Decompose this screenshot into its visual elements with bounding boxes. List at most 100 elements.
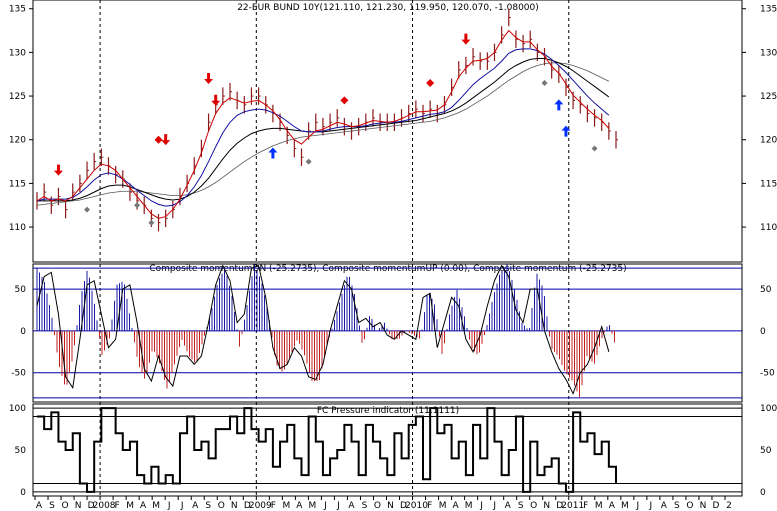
x-tick-label: O (530, 501, 537, 511)
momentum-panel: 50 50 0 0 -50 -50 (11, 264, 775, 399)
sell-arrow-icon (211, 94, 221, 106)
red-diamond-icon (154, 135, 163, 144)
pressure-line (37, 407, 617, 493)
x-tick-label: M (282, 501, 290, 511)
price-panel-title: 22-EUR BUND 10Y(121.110, 121.230, 119.95… (237, 3, 539, 13)
momentum-ytick-label-left: 50 (15, 285, 27, 295)
x-tick-label: A (296, 501, 303, 511)
x-tick-label: J (636, 501, 640, 511)
x-tick-label: M (126, 501, 134, 511)
pressure-panel: 100 100 50 50 0 0 (9, 404, 777, 498)
price-ytick-label-right: 130 (760, 48, 777, 58)
grey-diamond-icon (541, 79, 548, 86)
price-ytick-label-right: 115 (760, 179, 777, 189)
x-tick-label: A (453, 501, 460, 511)
price-panel: 110 110 115 115 120 120 125 125 130 130 135 135 (9, 5, 777, 233)
x-tick-label: M (595, 501, 603, 511)
pressure-ytick-label-right: 100 (760, 404, 777, 414)
x-tick-label: S (49, 501, 55, 511)
panel-frame-0 (32, 0, 743, 263)
pressure-ytick-label-right: 50 (760, 446, 772, 456)
pressure-ytick-label-left: 0 (20, 488, 26, 498)
panel-frame-2 (32, 403, 743, 497)
price-ytick-label-left: 125 (9, 92, 26, 102)
x-tick-label: M (465, 501, 473, 511)
x-tick-label: D (88, 501, 95, 511)
x-tick-label: N (75, 501, 82, 511)
sell-arrow-icon (204, 72, 214, 84)
pressure-ytick-label-left: 100 (9, 404, 26, 414)
price-ytick-label-right: 110 (760, 223, 777, 233)
x-tick-label: 2009 (249, 501, 272, 511)
x-tick-label: N (387, 501, 394, 511)
x-tick-label: J (167, 501, 171, 511)
x-tick-label: D (400, 501, 407, 511)
x-tick-label: F (427, 501, 432, 511)
x-tick-label: J (479, 501, 483, 511)
x-tick-label: S (518, 501, 524, 511)
ma-slow-line (37, 58, 610, 202)
x-tick-label: M (309, 501, 317, 511)
x-tick-label: D (556, 501, 563, 511)
x-tick-label: A (505, 501, 512, 511)
x-tick-label: J (649, 501, 653, 511)
momentum-ytick-label-left: -50 (11, 369, 26, 379)
grey-diamond-icon (84, 206, 91, 213)
price-ytick-label-left: 110 (9, 223, 26, 233)
x-tick-label: J (336, 501, 340, 511)
x-tick-label: M (152, 501, 160, 511)
x-tick-label: A (661, 501, 668, 511)
x-tick-label: F (271, 501, 276, 511)
grey-diamond-icon (305, 158, 312, 165)
x-tick-label: 2011 (561, 501, 584, 511)
red-diamond-icon (340, 96, 349, 105)
sell-arrow-icon (161, 134, 171, 146)
buy-arrow-icon (554, 99, 564, 111)
x-tick-label: J (180, 501, 184, 511)
x-tick-label: A (192, 501, 199, 511)
grey-diamond-icon (591, 145, 598, 152)
x-tick-label: J (492, 501, 496, 511)
momentum-line (36, 264, 610, 395)
x-tick-label: N (543, 501, 550, 511)
x-tick-label: 2008 (93, 501, 116, 511)
x-tick-label: S (205, 501, 211, 511)
grey-diamond-icon (134, 202, 141, 209)
x-tick-label: A (36, 501, 43, 511)
price-ytick-label-right: 125 (760, 92, 777, 102)
pressure-ytick-label-right: 0 (760, 488, 766, 498)
x-tick-label: F (583, 501, 588, 511)
red-diamond-icon (426, 78, 435, 87)
panel-frames (32, 0, 743, 497)
x-tick-label: D (244, 501, 251, 511)
x-tick-label: D (712, 501, 719, 511)
price-ytick-label-right: 120 (760, 136, 777, 146)
x-tick-label: F (115, 501, 120, 511)
x-tick-label: S (674, 501, 680, 511)
x-tick-label: O (374, 501, 381, 511)
x-tick-label: S (362, 501, 368, 511)
momentum-ytick-label-left: 0 (20, 327, 26, 337)
buy-arrow-icon (268, 147, 278, 159)
x-tick-label: M (439, 501, 447, 511)
x-tick-label: A (609, 501, 616, 511)
price-ytick-label-right: 135 (760, 5, 777, 15)
momentum-ytick-label-right: 50 (760, 285, 772, 295)
panel-frame-1 (32, 263, 743, 403)
x-tick-label: N (231, 501, 238, 511)
price-ytick-label-left: 115 (9, 179, 26, 189)
x-tick-label: O (61, 501, 68, 511)
x-tick-label: J (323, 501, 327, 511)
ma-fast-line (36, 29, 610, 219)
momentum-panel-title: Composite momentumDN (-25.2735), Composi… (149, 264, 626, 274)
momentum-ytick-label-right: 0 (760, 327, 766, 337)
buy-arrow-icon (561, 125, 571, 137)
x-tick-label: A (140, 501, 147, 511)
grey-diamond-icon (148, 219, 155, 226)
x-tick-label: N (700, 501, 707, 511)
x-tick-label: O (686, 501, 693, 511)
pressure-panel-title: FC Pressure indicator (11.1111) (317, 406, 459, 416)
momentum-ytick-label-right: -50 (760, 369, 775, 379)
